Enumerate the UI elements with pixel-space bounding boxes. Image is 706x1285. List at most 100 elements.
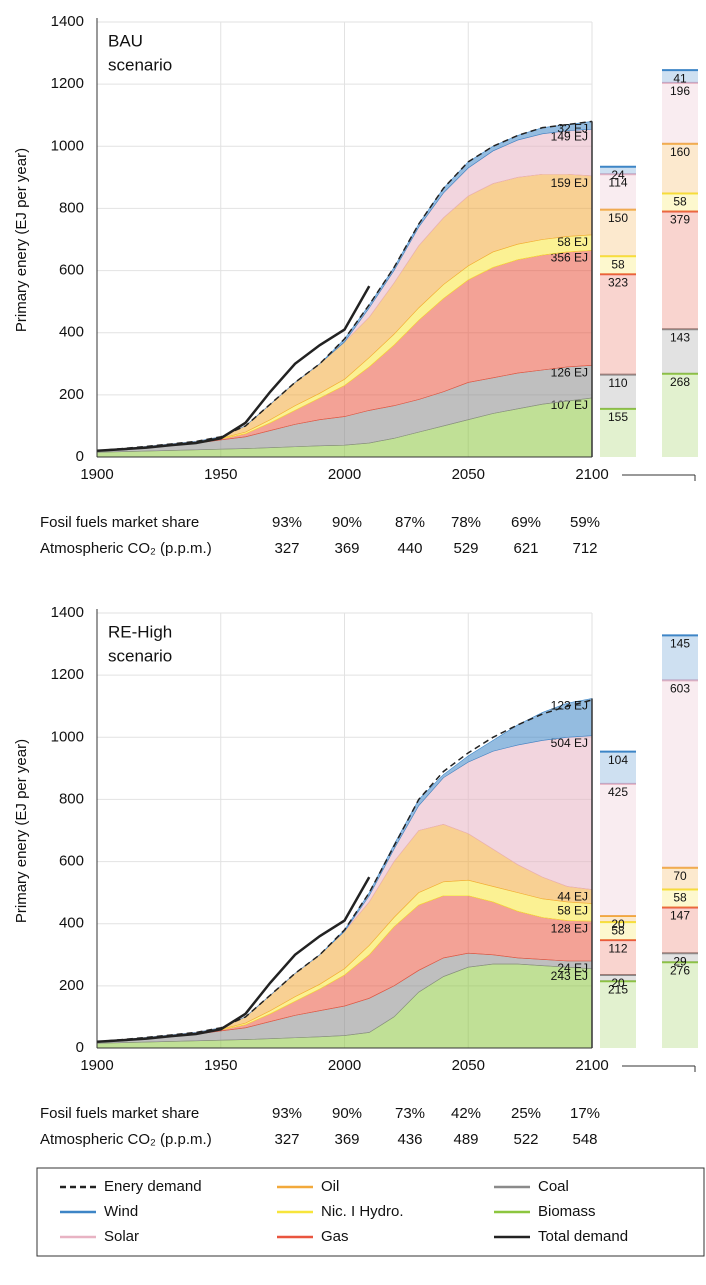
table-row-label: Fosil fuels market share [40, 1105, 199, 1122]
y-tick-label: 1200 [51, 666, 84, 683]
table-cell: 73% [395, 1105, 425, 1122]
bar-segment [662, 889, 698, 908]
table-cell: 17% [570, 1105, 600, 1122]
bar-label: 379 [670, 213, 690, 227]
bar-label: 147 [670, 909, 690, 923]
end-label: 58 EJ [557, 235, 588, 249]
end-label: 44 EJ [557, 890, 588, 904]
x-tick-label: 1950 [204, 466, 237, 483]
legend-label: Total demand [538, 1228, 628, 1245]
bar-segment [600, 374, 636, 409]
end-label: 126 EJ [551, 366, 588, 380]
x-tick-label: 2100 [575, 466, 608, 483]
y-tick-label: 1000 [51, 137, 84, 154]
legend-label: Biomass [538, 1203, 596, 1220]
y-tick-label: 600 [59, 853, 84, 870]
bar-label: 155 [608, 410, 628, 424]
total-line [96, 876, 371, 1044]
bar-segment [600, 915, 636, 923]
legend-label: Enery demand [104, 1178, 202, 1195]
x-tick-label: 2000 [328, 1057, 361, 1074]
bar-label: 58 [673, 195, 687, 209]
bar-label: 112 [608, 941, 627, 955]
bar-segment [600, 174, 636, 210]
table-cell: 93% [272, 1105, 302, 1122]
table-cell: 369 [334, 540, 359, 557]
legend-label: Wind [104, 1203, 138, 1220]
y-axis-label: Primary enery (EJ per year) [13, 148, 30, 332]
bar-label: 323 [608, 275, 628, 289]
bar-segment [662, 680, 698, 868]
table-cell: 90% [332, 514, 362, 531]
table-cell: 522 [513, 1131, 538, 1148]
y-tick-label: 800 [59, 199, 84, 216]
bar-segment [600, 751, 636, 784]
chart-title: scenario [108, 55, 172, 74]
table-cell: 440 [397, 540, 422, 557]
bar-segment [600, 166, 636, 175]
end-label: 149 EJ [551, 129, 588, 143]
end-label: 58 EJ [557, 904, 588, 918]
y-tick-label: 800 [59, 790, 84, 807]
table-cell: 93% [272, 514, 302, 531]
bar-label: 276 [670, 963, 690, 977]
bar-segment [600, 940, 636, 975]
chart-title: BAU [108, 31, 143, 50]
table-cell: 548 [572, 1131, 597, 1148]
total-line [96, 285, 371, 453]
bar-label: 20 [611, 917, 625, 931]
x-tick-label: 2100 [575, 1057, 608, 1074]
bar-label: 110 [608, 376, 627, 390]
bar-segment [662, 953, 698, 963]
bar-label: 29 [673, 954, 687, 968]
bar-label: 196 [670, 84, 690, 98]
legend-box [36, 1167, 705, 1257]
bar-label: 160 [670, 145, 690, 159]
y-tick-label: 1400 [51, 604, 84, 621]
bar-label: 58 [611, 923, 625, 937]
y-tick-label: 1400 [51, 13, 84, 30]
legend-label: Gas [321, 1228, 349, 1245]
bar-label: 425 [608, 785, 628, 799]
bar-segment [600, 274, 636, 375]
legend-label: Coal [538, 1178, 569, 1195]
bar-segment [600, 256, 636, 275]
table-row-label: Atmospheric CO₂ (p.p.m.) [40, 1131, 212, 1148]
bar-segment [662, 867, 698, 890]
bar-segment [662, 143, 698, 194]
end-label: 24 EJ [557, 961, 588, 975]
table-cell: 369 [334, 1131, 359, 1148]
end-label: 128 EJ [551, 921, 588, 935]
bar-label: 268 [670, 375, 690, 389]
table-cell: 529 [453, 540, 478, 557]
end-label: 356 EJ [551, 251, 588, 265]
bar-segment [662, 907, 698, 954]
table-cell: 69% [511, 514, 541, 531]
bar-label: 143 [670, 330, 690, 344]
y-tick-label: 400 [59, 915, 84, 932]
y-axis-label: Primary enery (EJ per year) [13, 739, 30, 923]
y-tick-label: 200 [59, 386, 84, 403]
x-tick-label: 1900 [80, 466, 113, 483]
demand-line [96, 120, 593, 452]
bar-label: 104 [608, 753, 628, 767]
table-row-label: Fosil fuels market share [40, 514, 199, 531]
bar-segment [662, 635, 698, 681]
bar-segment [600, 974, 636, 982]
legend-label: Solar [104, 1228, 139, 1245]
bar-label: 603 [670, 682, 690, 696]
bar-segment [600, 408, 636, 457]
bar-label: 20 [611, 976, 625, 990]
y-tick-label: 400 [59, 324, 84, 341]
bar-segment [600, 209, 636, 257]
table-cell: 25% [511, 1105, 541, 1122]
demand-line [96, 699, 593, 1043]
bar-segment [662, 373, 698, 457]
table-cell: 87% [395, 514, 425, 531]
x-tick-label: 2000 [328, 466, 361, 483]
y-tick-label: 600 [59, 262, 84, 279]
table-cell: 327 [274, 1131, 299, 1148]
table-cell: 712 [572, 540, 597, 557]
bar-label: 24 [611, 168, 625, 182]
